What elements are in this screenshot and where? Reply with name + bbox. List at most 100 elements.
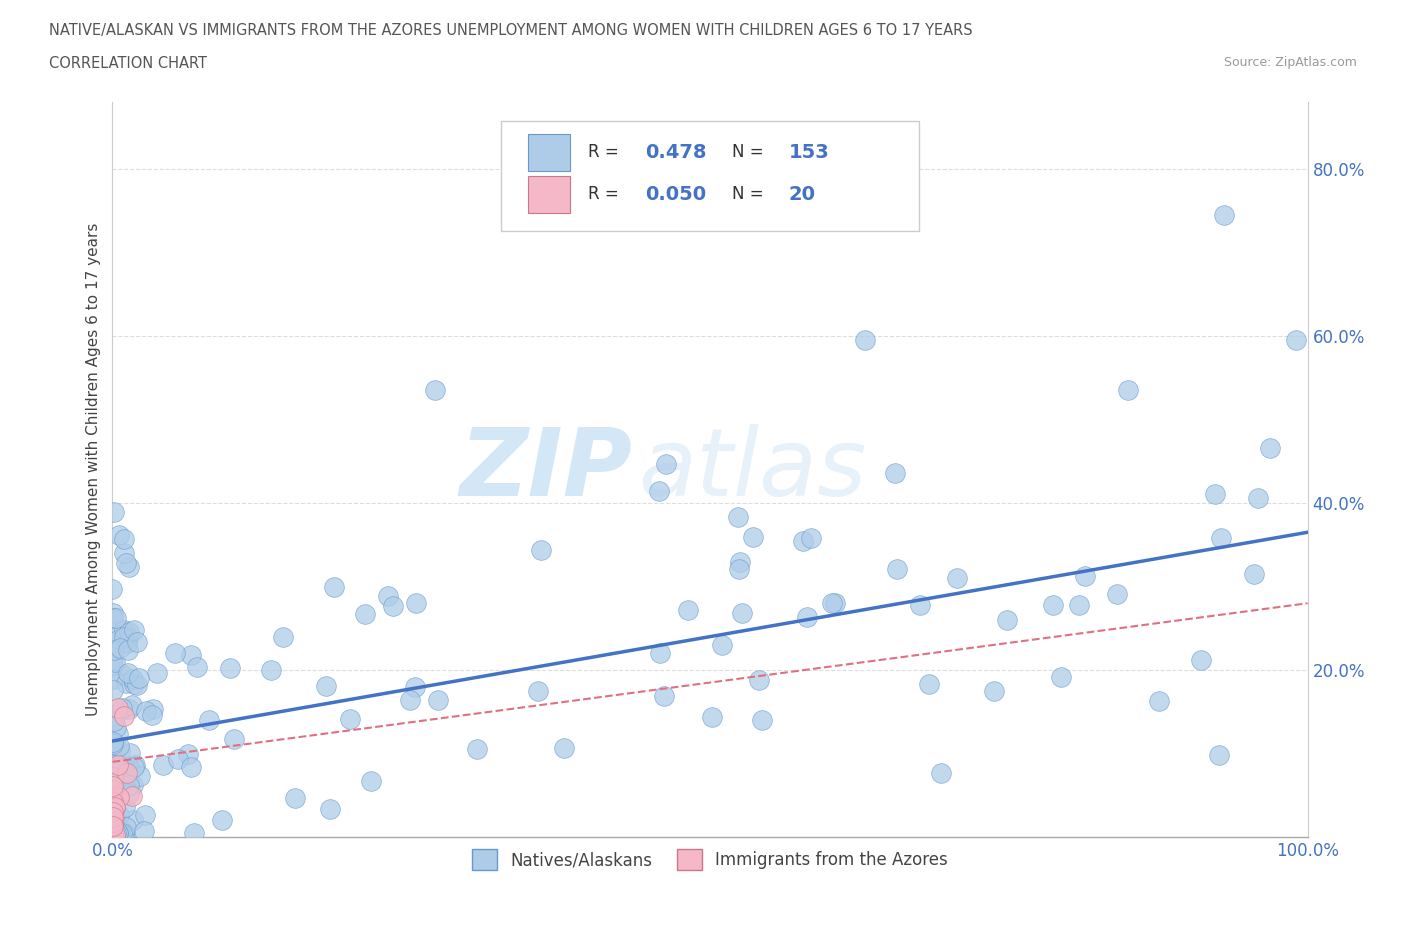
Point bbox=[377, 589, 399, 604]
Point bbox=[917, 677, 939, 692]
Point bbox=[114, 709, 135, 724]
Point bbox=[122, 677, 145, 692]
Point bbox=[655, 457, 678, 472]
Point bbox=[198, 712, 221, 727]
Point bbox=[111, 700, 134, 715]
Text: N =: N = bbox=[731, 143, 769, 161]
Point bbox=[107, 826, 129, 841]
Point bbox=[101, 804, 124, 818]
Text: 0.050: 0.050 bbox=[645, 185, 707, 204]
Point bbox=[107, 826, 129, 841]
Point bbox=[186, 659, 208, 674]
Point bbox=[748, 672, 770, 687]
Point bbox=[101, 778, 124, 793]
Point bbox=[700, 710, 723, 724]
Point bbox=[101, 819, 124, 834]
Point bbox=[163, 645, 186, 660]
Point bbox=[103, 811, 125, 826]
Point bbox=[101, 770, 124, 785]
FancyBboxPatch shape bbox=[529, 134, 571, 170]
Point bbox=[323, 579, 346, 594]
Point bbox=[128, 671, 150, 685]
Point bbox=[183, 826, 205, 841]
Point bbox=[177, 747, 200, 762]
Point bbox=[995, 612, 1018, 627]
Point bbox=[652, 689, 675, 704]
Point bbox=[104, 826, 127, 841]
Point bbox=[1149, 694, 1171, 709]
Point bbox=[284, 790, 307, 805]
Point bbox=[101, 817, 124, 832]
Point bbox=[101, 611, 124, 626]
Point bbox=[108, 527, 131, 542]
Point bbox=[1213, 207, 1236, 222]
Point bbox=[101, 799, 124, 814]
Point bbox=[104, 788, 127, 803]
Point bbox=[381, 599, 404, 614]
Point bbox=[800, 531, 823, 546]
Point bbox=[742, 530, 765, 545]
Point bbox=[404, 679, 426, 694]
Point bbox=[1118, 383, 1140, 398]
Point bbox=[112, 766, 135, 781]
Point bbox=[107, 700, 129, 715]
Point bbox=[107, 727, 129, 742]
Point bbox=[122, 813, 145, 828]
Point bbox=[105, 610, 128, 625]
Point bbox=[118, 786, 141, 801]
Point bbox=[222, 732, 245, 747]
Point bbox=[101, 624, 124, 639]
Point bbox=[1243, 566, 1265, 581]
Point bbox=[103, 737, 125, 751]
Point bbox=[101, 782, 124, 797]
Point bbox=[112, 532, 135, 547]
Point bbox=[315, 679, 337, 694]
Point bbox=[530, 542, 553, 557]
Point bbox=[117, 759, 139, 774]
Point bbox=[101, 828, 124, 843]
Point bbox=[122, 622, 145, 637]
Point bbox=[1285, 333, 1308, 348]
Point bbox=[108, 738, 131, 753]
Point bbox=[104, 800, 127, 815]
Point bbox=[114, 826, 136, 841]
Point bbox=[101, 581, 124, 596]
Point bbox=[465, 741, 488, 756]
Point bbox=[908, 597, 931, 612]
Point bbox=[946, 570, 969, 585]
Point bbox=[426, 693, 449, 708]
Point bbox=[117, 643, 139, 658]
Point bbox=[648, 645, 671, 660]
Point bbox=[120, 745, 142, 760]
Point bbox=[134, 807, 156, 822]
Point bbox=[1050, 670, 1073, 684]
Point bbox=[676, 603, 699, 618]
Point bbox=[727, 561, 749, 576]
Point bbox=[101, 804, 124, 819]
Text: ZIP: ZIP bbox=[460, 424, 633, 515]
Point bbox=[260, 663, 283, 678]
Point bbox=[727, 510, 749, 525]
Point bbox=[399, 692, 422, 707]
Point bbox=[121, 698, 143, 712]
Text: N =: N = bbox=[731, 185, 769, 203]
Point bbox=[108, 744, 131, 759]
Point bbox=[118, 560, 141, 575]
Point bbox=[107, 758, 129, 773]
Point bbox=[1204, 486, 1226, 501]
Point bbox=[354, 607, 377, 622]
Point bbox=[360, 774, 382, 789]
Point bbox=[107, 826, 129, 841]
Point bbox=[101, 658, 124, 672]
Point bbox=[142, 702, 165, 717]
Point bbox=[929, 765, 952, 780]
Point bbox=[319, 801, 342, 816]
Point bbox=[112, 630, 135, 644]
Point bbox=[105, 826, 128, 841]
Point bbox=[1074, 568, 1097, 583]
Text: 20: 20 bbox=[789, 185, 815, 204]
Point bbox=[117, 765, 139, 780]
Point bbox=[145, 666, 167, 681]
Point bbox=[101, 817, 124, 832]
Point bbox=[104, 828, 127, 843]
